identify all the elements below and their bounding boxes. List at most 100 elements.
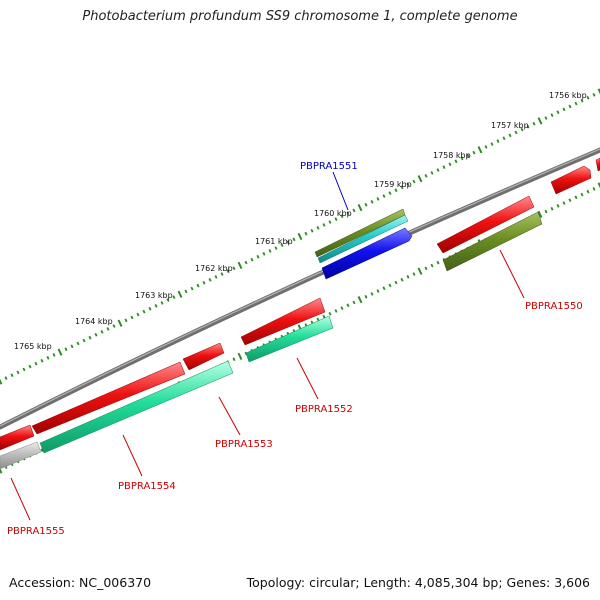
outer-scale-minor-tick [526,124,530,129]
outer-scale-minor-tick [130,315,134,320]
gene-label-pbpra1552[interactable]: PBPRA1552 [295,404,353,415]
inner-scale-minor-tick [40,448,44,452]
gene-pbpra1549-feature[interactable] [550,165,592,195]
outer-scale-major-tick [597,88,600,95]
outer-scale-major-tick [477,146,483,154]
outer-scale-minor-tick [544,116,548,120]
gene-pbpra1551-cyan-feature[interactable] [317,214,409,264]
inner-scale-minor-tick [322,314,326,319]
inner-scale-minor-tick [574,195,578,200]
outer-scale-minor-tick [148,306,152,311]
leader-line-pbpra1552 [296,357,319,400]
outer-scale-minor-tick [574,101,578,106]
outer-scale-minor-tick [334,217,338,221]
outer-scale-major-tick [417,175,423,183]
leader-line-pbpra1555 [10,477,31,521]
outer-scale-minor-tick [4,376,8,380]
inner-scale-minor-tick [544,209,548,214]
inner-scale-major-tick [537,210,543,219]
outer-scale-minor-tick [94,332,98,337]
outer-scale-minor-tick [190,286,194,291]
gene-pbpra1550-red-feature[interactable] [436,195,535,254]
outer-scale-minor-tick [70,344,74,349]
inner-scale-minor-tick [580,192,584,197]
outer-scale-minor-tick [22,367,26,372]
accession-text: Accession: NC_006370 [9,575,152,590]
outer-scale-minor-tick [274,246,278,250]
outer-scale-minor-tick [28,364,32,369]
outer-scale-minor-tick [142,309,146,314]
leader-line-pbpra1553 [218,396,241,436]
inner-scale-minor-tick [394,280,398,285]
gene-leader-lines [10,171,525,521]
gene-pbpra1552-red-feature[interactable] [240,297,326,346]
outer-scale-minor-tick [88,335,92,340]
outer-scale-minor-tick [514,130,518,135]
gene-pbpra1553-feature[interactable] [39,360,234,454]
outer-scale-minor-tick [226,269,230,273]
outer-scale-track [0,88,600,385]
leader-line-pbpra1551 [332,171,349,211]
outer-scale-minor-tick [160,301,164,305]
outer-scale-minor-tick [328,220,332,224]
gene-pbpra1555-feature[interactable] [0,424,35,451]
inner-scale-minor-tick [592,187,596,191]
scale-label-1758: 1758 kbp [433,151,471,160]
gene-pbpra1553-red-feature[interactable] [182,342,225,371]
gene-pbpra1551-blue-feature[interactable] [321,227,413,280]
outer-scale-minor-tick [370,200,374,204]
outer-scale-major-tick [117,319,123,327]
outer-scale-minor-tick [124,318,128,323]
outer-scale-minor-tick [568,104,572,109]
outer-scale-minor-tick [424,174,428,178]
gene-label-pbpra1554[interactable]: PBPRA1554 [118,481,176,492]
scale-label-1765: 1765 kbp [14,342,52,351]
gene-label-pbpra1550[interactable]: PBPRA1550 [525,301,583,312]
outer-scale-minor-tick [472,150,476,155]
inner-scale-minor-tick [352,300,356,305]
gene-pbpra1555-grey-feature[interactable] [0,441,42,470]
outer-scale-minor-tick [250,257,254,262]
gene-pbpra1552-feature[interactable] [245,315,334,363]
inner-scale-minor-tick [370,292,374,296]
gene-pbpra1548-feature[interactable] [595,157,600,172]
outer-scale-minor-tick [406,182,410,187]
outer-scale-minor-tick [496,139,500,143]
gene-label-pbpra1555[interactable]: PBPRA1555 [7,526,65,537]
outer-scale-minor-tick [304,231,308,236]
outer-scale-minor-tick [340,214,344,219]
inner-scale-minor-tick [586,189,590,194]
outer-scale-minor-tick [136,312,140,317]
scale-label-1759: 1759 kbp [374,180,412,189]
outer-scale-minor-tick [520,127,524,132]
outer-scale-major-tick [177,290,183,298]
outer-scale-minor-tick [400,185,404,190]
outer-scale-minor-tick [196,283,200,288]
outer-scale-minor-tick [592,93,596,97]
scale-label-1763: 1763 kbp [135,291,173,300]
outer-scale-minor-tick [430,171,434,175]
inner-scale-major-tick [597,182,600,189]
gene-pbpra1550-feature[interactable] [442,211,543,272]
outer-scale-minor-tick [550,113,554,117]
inner-scale-minor-tick [232,357,236,362]
outer-scale-minor-tick [34,361,38,366]
inner-scale-minor-tick [388,283,392,288]
inner-scale-minor-tick [550,206,554,211]
gene-pbpra1554-feature[interactable] [31,361,186,435]
outer-scale-minor-tick [268,249,272,253]
outer-scale-major-tick [537,117,543,125]
gene-label-pbpra1553[interactable]: PBPRA1553 [215,439,273,450]
inner-scale-minor-tick [556,204,560,208]
outer-scale-minor-tick [244,260,248,265]
outer-scale-minor-tick [16,370,20,375]
outer-scale-minor-tick [82,338,86,343]
inner-scale-minor-tick [316,317,320,322]
outer-scale-minor-tick [232,266,236,271]
outer-scale-minor-tick [64,347,68,352]
gene-label-pbpra1551[interactable]: PBPRA1551 [300,161,358,172]
leader-line-pbpra1554 [122,434,143,477]
outer-scale-minor-tick [346,211,350,216]
inner-scale-minor-tick [382,286,386,291]
outer-scale-minor-tick [442,165,446,169]
